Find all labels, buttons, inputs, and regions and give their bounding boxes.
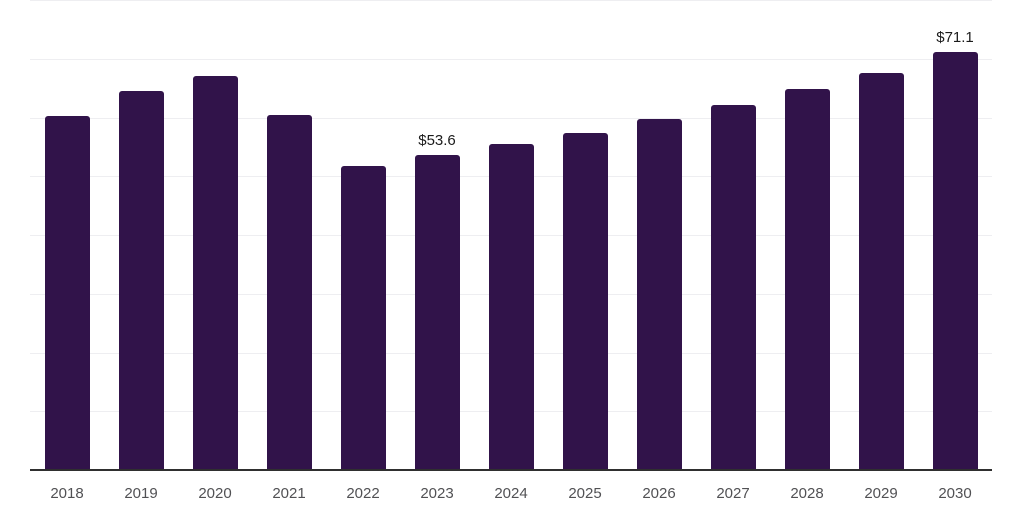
data-label-2030: $71.1 <box>936 29 974 47</box>
x-tick-label-2019: 2019 <box>124 485 158 502</box>
x-tick-label-2030: 2030 <box>938 485 972 502</box>
bar-2022[interactable] <box>340 166 386 470</box>
x-tick-label-2021: 2021 <box>272 485 306 502</box>
bar-2024[interactable] <box>488 143 534 470</box>
bar-2021[interactable] <box>266 115 312 470</box>
x-axis-line <box>30 469 992 471</box>
bar-2029[interactable] <box>858 72 904 470</box>
x-tick-label-2025: 2025 <box>568 485 602 502</box>
gridline <box>30 0 992 1</box>
x-tick-label-2027: 2027 <box>716 485 750 502</box>
x-tick-label-2018: 2018 <box>50 485 84 502</box>
bar-2030[interactable] <box>932 52 978 470</box>
bar-2018[interactable] <box>44 115 90 470</box>
bar-2019[interactable] <box>118 91 164 470</box>
bar-2027[interactable] <box>710 105 756 470</box>
x-tick-label-2024: 2024 <box>494 485 528 502</box>
x-tick-label-2020: 2020 <box>198 485 232 502</box>
plot-area: $53.6 $71.1 <box>30 0 992 471</box>
bar-2023[interactable] <box>414 155 460 470</box>
x-tick-label-2023: 2023 <box>420 485 454 502</box>
bar-2025[interactable] <box>562 132 608 470</box>
data-label-2023: $53.6 <box>418 132 456 150</box>
x-tick-label-2026: 2026 <box>642 485 676 502</box>
x-tick-label-2022: 2022 <box>346 485 380 502</box>
x-tick-label-2029: 2029 <box>864 485 898 502</box>
bar-2028[interactable] <box>784 89 830 470</box>
bar-2026[interactable] <box>636 119 682 470</box>
bar-2020[interactable] <box>192 76 238 470</box>
x-tick-label-2028: 2028 <box>790 485 824 502</box>
gridline <box>30 58 992 60</box>
x-axis: 2018 2019 2020 2021 2022 2023 2024 2025 2026 2027… <box>30 471 992 511</box>
gridline <box>30 117 992 119</box>
